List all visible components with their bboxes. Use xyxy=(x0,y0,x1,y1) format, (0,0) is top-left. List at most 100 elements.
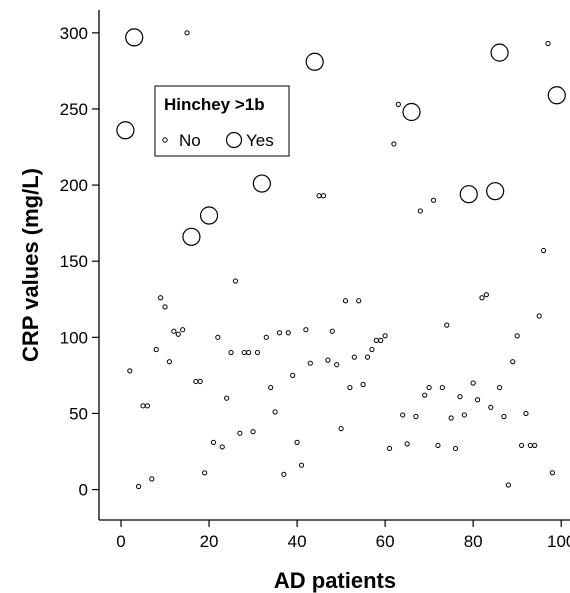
point-no xyxy=(184,30,190,36)
legend-label-no: No xyxy=(179,131,201,150)
point-no xyxy=(395,101,401,107)
point-no xyxy=(303,327,309,333)
point-no xyxy=(496,384,503,391)
x-tick-label: 80 xyxy=(464,532,483,551)
point-no xyxy=(501,413,507,420)
x-tick-label: 100 xyxy=(547,532,570,551)
point-no xyxy=(254,349,261,356)
point-no xyxy=(276,330,283,336)
point-no xyxy=(210,439,217,445)
point-no xyxy=(338,426,344,432)
y-tick-label: 300 xyxy=(60,24,88,43)
point-no xyxy=(285,330,291,336)
point-no xyxy=(457,394,463,400)
legend-title: Hinchey >1b xyxy=(164,95,265,114)
y-tick-label: 100 xyxy=(60,328,88,347)
point-no xyxy=(474,397,481,403)
point-no xyxy=(430,197,437,203)
point-no xyxy=(298,462,305,468)
point-no xyxy=(228,349,234,356)
point-no xyxy=(325,357,331,363)
point-no xyxy=(523,410,529,417)
point-no xyxy=(307,360,313,366)
point-no xyxy=(171,328,177,334)
y-tick-label: 200 xyxy=(60,176,88,195)
legend-box xyxy=(154,85,290,157)
series-yes-points xyxy=(116,28,566,246)
point-no xyxy=(549,470,555,476)
point-yes xyxy=(125,28,144,47)
y-axis-title: CRP values (mg/L) xyxy=(18,168,43,362)
point-no xyxy=(334,362,340,368)
point-no xyxy=(136,483,142,490)
point-no xyxy=(400,412,406,418)
y-tick-label: 50 xyxy=(69,404,88,423)
point-no xyxy=(510,359,516,365)
point-no xyxy=(162,304,168,310)
point-no xyxy=(144,403,151,409)
point-no xyxy=(215,334,221,340)
point-no xyxy=(514,333,520,339)
point-no xyxy=(127,368,133,374)
point-no xyxy=(444,322,450,328)
point-no xyxy=(246,349,252,356)
axes xyxy=(98,10,570,521)
point-no xyxy=(422,392,428,398)
point-no xyxy=(439,384,445,391)
point-no xyxy=(532,442,538,449)
point-no xyxy=(268,384,274,391)
legend-label-yes: Yes xyxy=(246,131,274,150)
point-no xyxy=(237,430,243,436)
point-yes xyxy=(459,185,478,204)
point-no xyxy=(382,333,388,339)
x-axis-ticks: 0 20 40 60 80 100 xyxy=(116,520,570,551)
point-no xyxy=(435,442,441,449)
point-yes xyxy=(182,227,201,246)
point-no xyxy=(281,471,287,477)
point-no xyxy=(320,193,327,199)
point-yes xyxy=(486,182,505,201)
x-axis-title: AD patients xyxy=(274,568,396,593)
point-no xyxy=(197,378,203,385)
point-no xyxy=(452,445,459,452)
y-axis-ticks: 0 50 100 150 200 250 300 xyxy=(60,24,99,500)
x-tick-label: 60 xyxy=(376,532,395,551)
point-no xyxy=(347,384,353,391)
point-no xyxy=(158,295,164,301)
point-no xyxy=(202,470,208,476)
point-no xyxy=(505,482,511,488)
point-yes xyxy=(490,43,509,62)
point-no xyxy=(518,442,525,449)
point-no xyxy=(180,327,186,333)
point-no xyxy=(149,476,155,482)
point-no xyxy=(545,40,551,47)
point-no xyxy=(540,247,547,254)
point-no xyxy=(479,295,485,301)
point-no xyxy=(342,298,349,304)
point-no xyxy=(232,278,239,284)
point-no xyxy=(166,359,173,365)
point-yes xyxy=(402,102,421,122)
point-no xyxy=(263,334,269,340)
point-yes xyxy=(252,174,271,193)
point-no xyxy=(272,409,278,415)
legend-marker-no xyxy=(162,137,168,143)
point-no xyxy=(356,298,362,304)
point-no xyxy=(364,354,371,360)
x-tick-label: 40 xyxy=(288,532,307,551)
legend-marker-yes xyxy=(225,131,243,149)
y-tick-label: 0 xyxy=(79,481,88,500)
y-tick-label: 250 xyxy=(60,100,88,119)
point-yes xyxy=(199,206,219,225)
point-yes xyxy=(547,86,566,105)
point-no xyxy=(369,346,375,353)
point-no xyxy=(153,346,159,353)
point-no xyxy=(488,404,494,410)
point-yes xyxy=(305,52,324,71)
point-no xyxy=(378,337,384,343)
series-no-points xyxy=(127,30,555,490)
y-tick-label: 150 xyxy=(60,252,88,271)
point-no xyxy=(290,372,296,378)
point-no xyxy=(294,439,300,445)
